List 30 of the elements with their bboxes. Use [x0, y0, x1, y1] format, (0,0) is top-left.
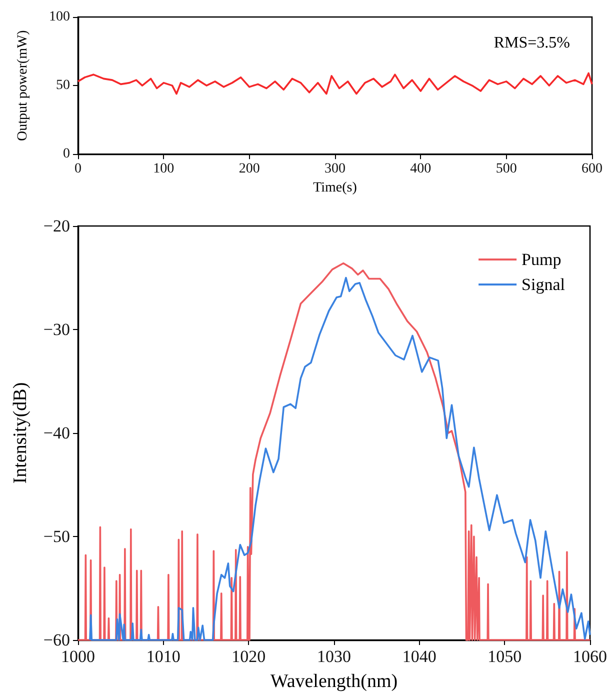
legend-label: Pump: [522, 250, 562, 269]
x-tick-label: 1060: [573, 647, 607, 666]
x-tick-label: 1020: [232, 647, 266, 666]
legend-label: Signal: [522, 275, 566, 294]
x-tick-label: 1030: [317, 647, 351, 666]
x-tick-label: 1050: [488, 647, 522, 666]
line-series: [77, 72, 593, 95]
y-axis-title: Output power(mW): [16, 30, 30, 141]
y-axis-title: Intensity(dB): [10, 382, 31, 484]
y-tick-label: −30: [43, 320, 70, 339]
x-axis-title: Wavelength(nm): [270, 671, 398, 692]
y-tick-label: −50: [43, 527, 70, 546]
x-tick-label: 200: [238, 162, 260, 177]
x-axis-title: Time(s): [313, 180, 358, 196]
y-tick-label: −40: [43, 424, 70, 442]
x-tick-label: 1040: [402, 647, 436, 666]
x-tick-label: 100: [153, 162, 174, 177]
annotation: RMS=3.5%: [494, 34, 570, 52]
y-tick-label: −60: [43, 630, 70, 650]
y-tick-label: −20: [43, 216, 70, 236]
x-tick-label: 400: [410, 162, 432, 177]
y-tick-label: 50: [56, 78, 70, 94]
x-tick-label: 0: [74, 162, 82, 177]
y-tick-label: 0: [63, 146, 70, 162]
x-tick-label: 1010: [146, 647, 180, 666]
x-tick-label: 300: [324, 162, 346, 177]
x-tick-label: 1000: [61, 647, 95, 666]
y-tick-label: 100: [49, 10, 70, 24]
x-tick-label: 600: [582, 162, 602, 177]
x-tick-label: 500: [496, 162, 517, 177]
